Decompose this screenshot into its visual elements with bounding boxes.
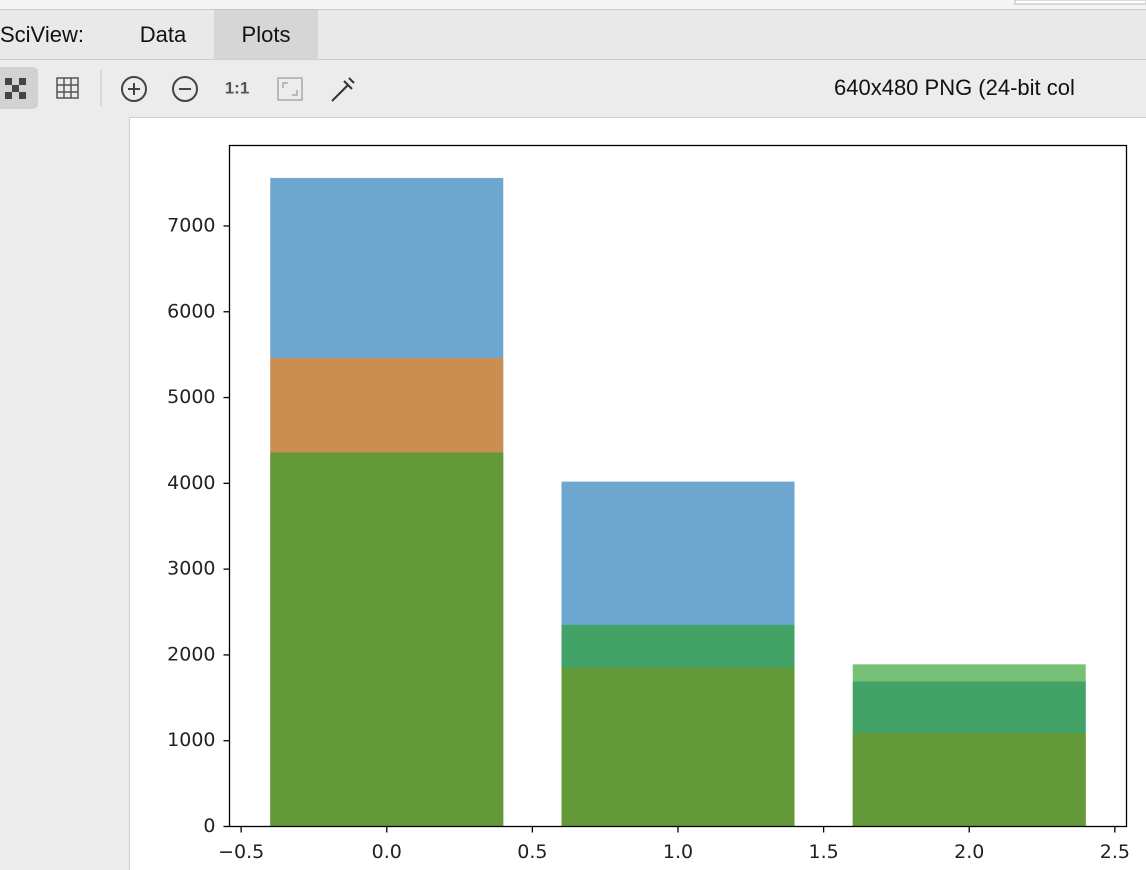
- tab-selected-bg: [214, 10, 318, 59]
- bar: [561, 624, 795, 827]
- x-tick-label: 2.5: [1100, 841, 1130, 863]
- x-tick-label: 0.0: [372, 841, 402, 863]
- y-tick-label: 3000: [167, 558, 215, 580]
- x-tick-label: −0.5: [218, 841, 264, 863]
- y-tick-label: 7000: [167, 214, 215, 236]
- bar: [270, 452, 504, 827]
- tab[interactable]: Plots: [242, 22, 291, 47]
- icon-fit[interactable]: [277, 77, 303, 101]
- y-tick-label: 6000: [167, 300, 215, 322]
- icon-picker[interactable]: [331, 77, 355, 102]
- y-tick-label: 2000: [167, 643, 215, 665]
- x-tick-label: 1.5: [809, 841, 839, 863]
- x-tick-label: 0.5: [517, 841, 547, 863]
- tab-bar: [0, 10, 1146, 59]
- plot: 0 1000 2000 3000 4000 5000 6000 7000 −0.5 0.0 0.5 1…: [167, 177, 1130, 863]
- icon-zoom-out[interactable]: [172, 76, 198, 102]
- axes-frame: [228, 144, 1128, 828]
- icon-thumbnails[interactable]: [5, 78, 26, 99]
- bar: [852, 664, 1086, 827]
- top-field: [1014, 0, 1146, 5]
- x-tick-label: 2.0: [954, 841, 984, 863]
- image-info: 640x480 PNG (24-bit col: [834, 75, 1075, 100]
- icon-zoom-in[interactable]: [121, 76, 147, 102]
- panel-label: SciView:: [0, 22, 84, 47]
- y-tick-label: 5000: [167, 386, 215, 408]
- icon-grid[interactable]: [56, 77, 79, 99]
- x-tick-label: 1.0: [663, 841, 693, 863]
- y-tick-label: 4000: [167, 472, 215, 494]
- y-tick-label: 0: [203, 815, 215, 837]
- top-strip: [0, 0, 1146, 9]
- tab[interactable]: Data: [140, 22, 187, 47]
- zoom-actual[interactable]: 1:1: [225, 78, 250, 97]
- y-tick-label: 1000: [167, 729, 215, 751]
